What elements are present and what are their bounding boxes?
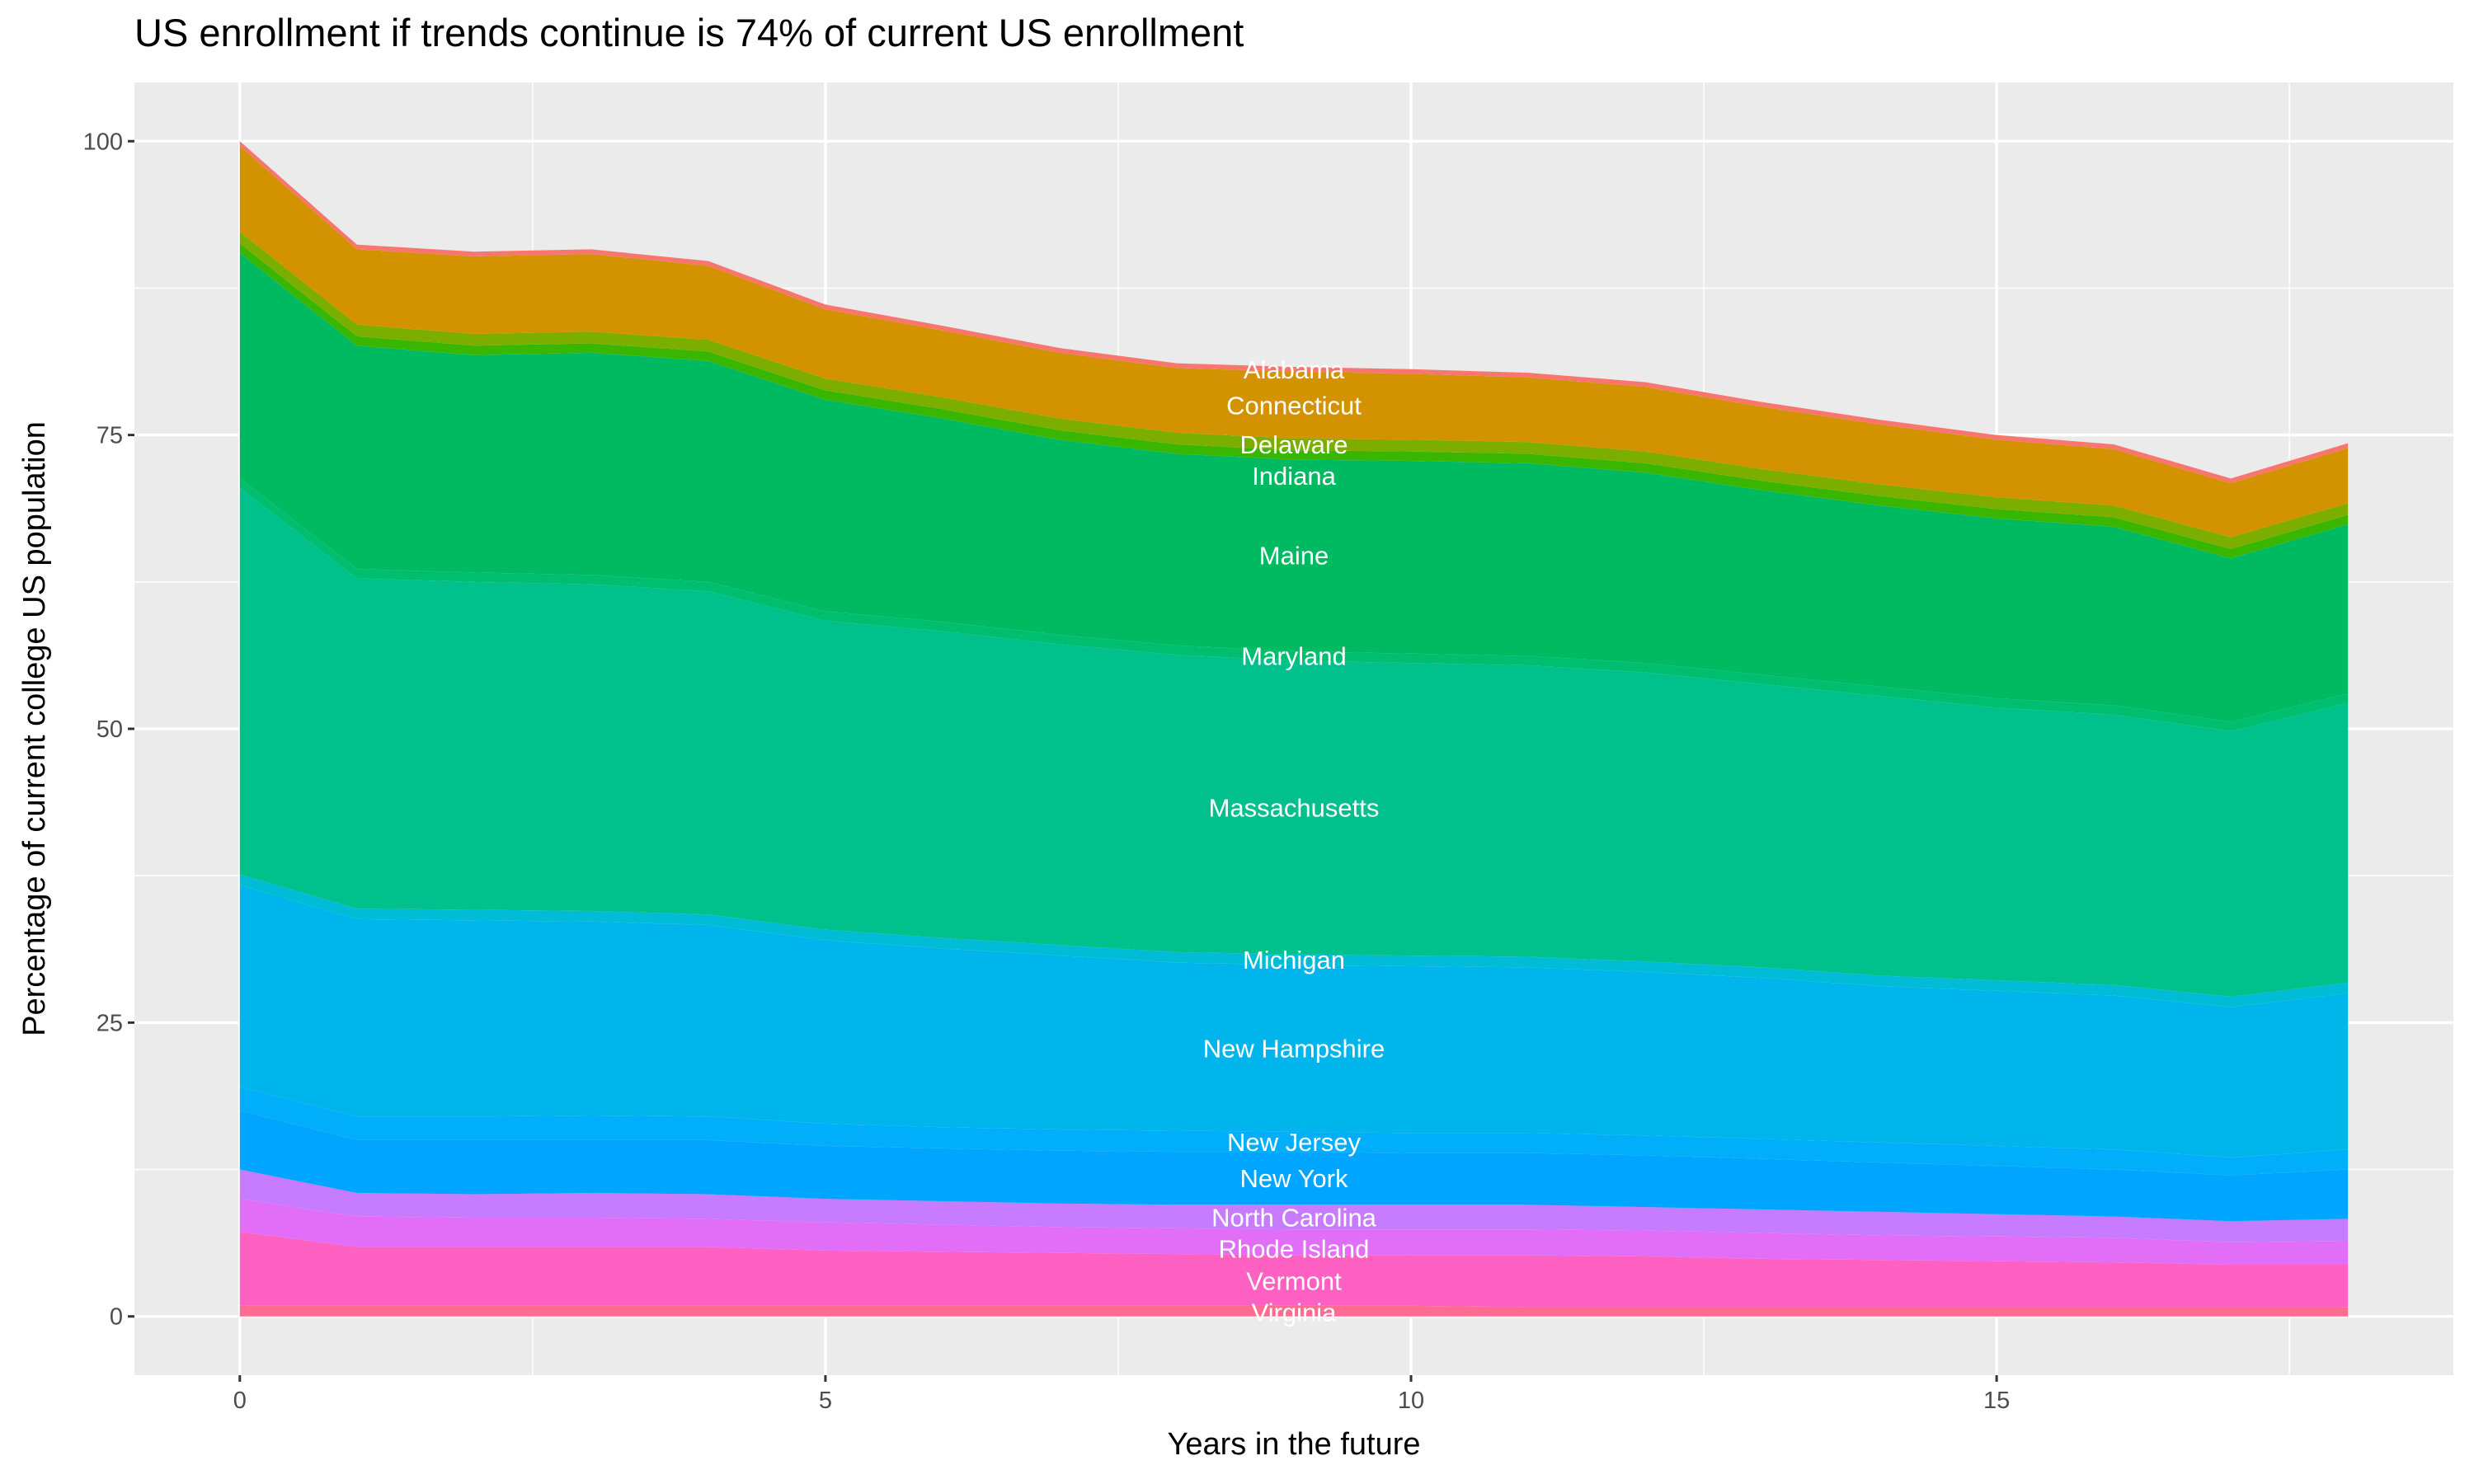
series-label: New Hampshire xyxy=(1203,1035,1385,1064)
area-rhode-island xyxy=(239,1199,2349,1266)
area-new-hampshire xyxy=(239,885,2349,1158)
area-north-carolina xyxy=(239,1169,2349,1242)
x-tick-label: 5 xyxy=(819,1388,832,1414)
series-label: Virginia xyxy=(1252,1298,1338,1327)
series-label: Maryland xyxy=(1241,642,1347,671)
series-label: Alabama xyxy=(1244,355,1345,384)
series-label: New York xyxy=(1240,1164,1348,1193)
series-label: Massachusetts xyxy=(1209,794,1380,823)
series-label: Michigan xyxy=(1243,946,1345,974)
area-new-york xyxy=(239,1111,2349,1222)
y-tick-label: 75 xyxy=(96,423,123,449)
series-label: Maine xyxy=(1259,542,1329,571)
area-new-jersey xyxy=(239,1087,2349,1176)
area-connecticut xyxy=(239,145,2349,538)
area-virginia xyxy=(239,1305,2349,1317)
series-label: Indiana xyxy=(1252,462,1336,491)
x-tick-label: 0 xyxy=(233,1388,247,1414)
chart-title: US enrollment if trends continue is 74% … xyxy=(134,11,1244,54)
series-label: Delaware xyxy=(1240,430,1348,459)
y-tick-label: 50 xyxy=(96,716,123,743)
series-label: Vermont xyxy=(1246,1266,1342,1295)
area-maine xyxy=(239,252,2349,722)
x-tick-label: 10 xyxy=(1398,1388,1424,1414)
y-axis-title: Percentage of current college US populat… xyxy=(17,421,52,1036)
area-michigan xyxy=(239,874,2349,1007)
y-tick-label: 25 xyxy=(96,1010,123,1036)
series-label: North Carolina xyxy=(1211,1203,1377,1232)
y-tick-label: 100 xyxy=(83,129,123,155)
series-label: Rhode Island xyxy=(1219,1234,1370,1263)
series-label: New Jersey xyxy=(1227,1128,1361,1157)
area-indiana xyxy=(239,243,2349,559)
x-axis-title: Years in the future xyxy=(1167,1427,1420,1462)
area-delaware xyxy=(239,232,2349,549)
y-tick-label: 0 xyxy=(110,1304,123,1331)
x-tick-label: 15 xyxy=(1983,1388,2010,1414)
area-massachusetts xyxy=(239,487,2349,998)
area-vermont xyxy=(239,1232,2349,1308)
series-label: Connecticut xyxy=(1226,391,1362,420)
